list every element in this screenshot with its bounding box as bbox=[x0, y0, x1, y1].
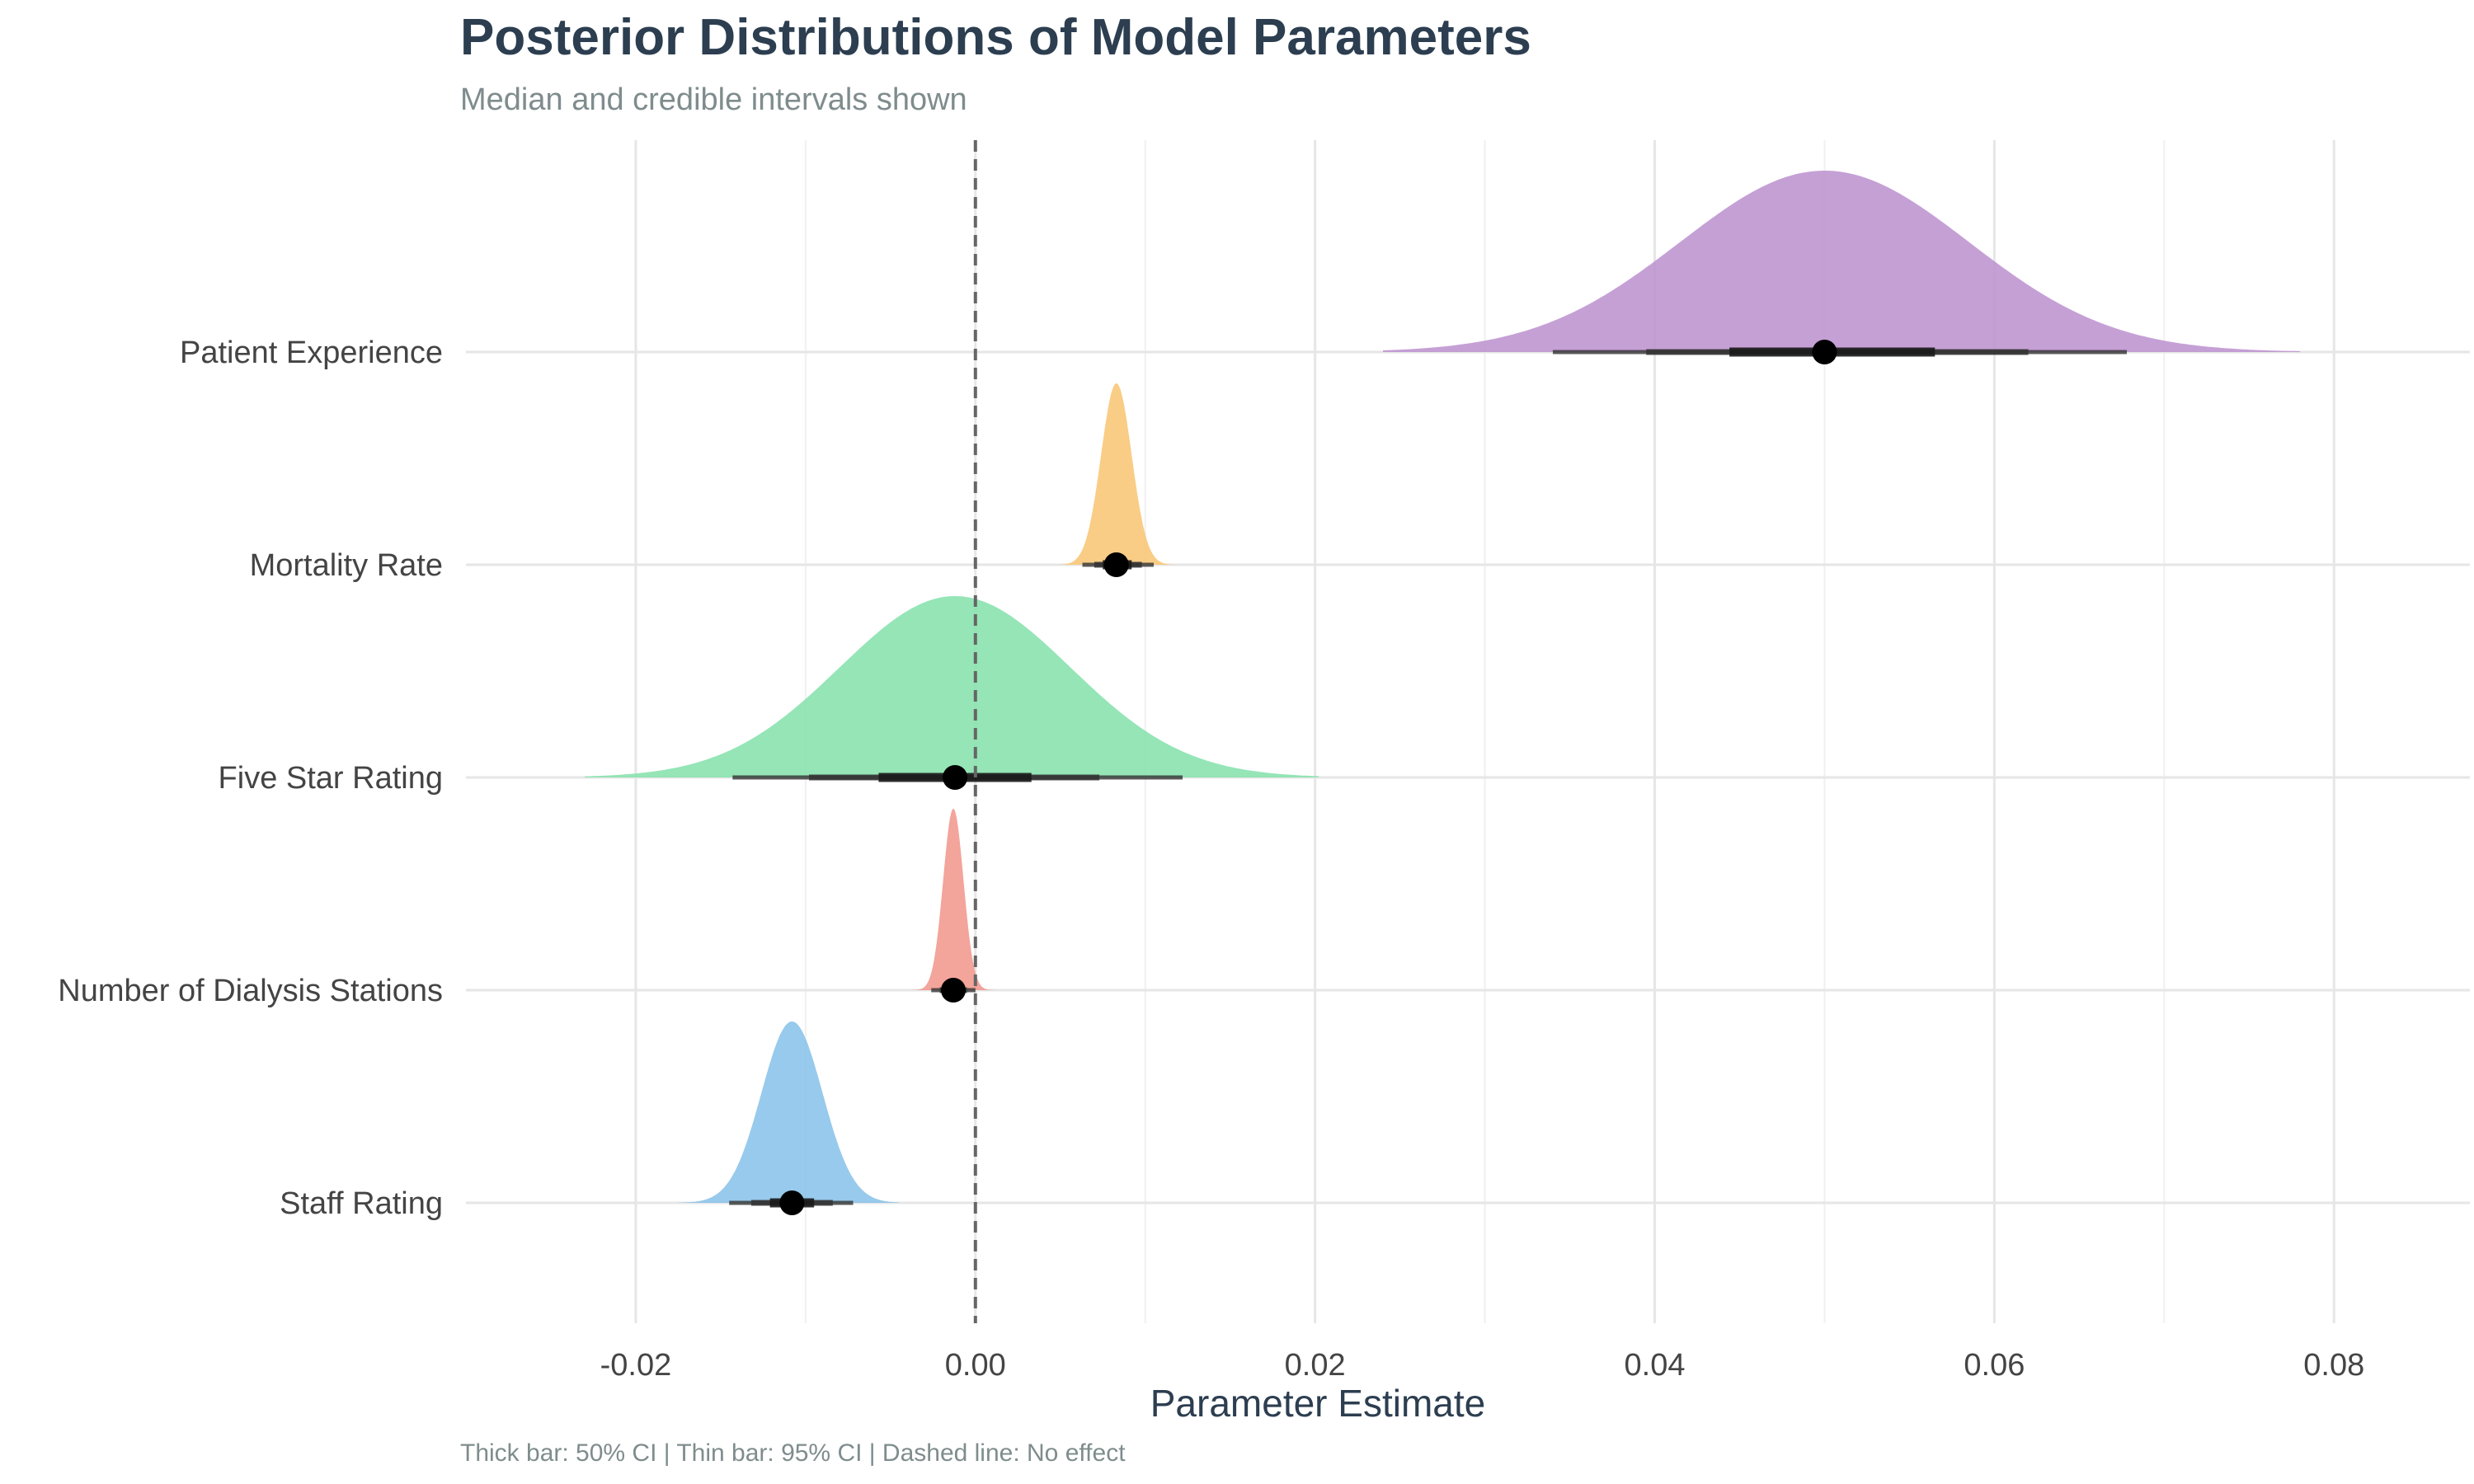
median-point bbox=[779, 1190, 805, 1215]
x-tick-label: 0.02 bbox=[1285, 1348, 1346, 1383]
x-tick-label: 0.00 bbox=[945, 1348, 1006, 1383]
density-staff-rating bbox=[678, 1021, 900, 1203]
density-mortality-rate bbox=[1060, 383, 1176, 565]
density-patient-experience bbox=[1383, 171, 2301, 352]
distribution-layer bbox=[585, 140, 2301, 1323]
x-tick-label: 0.06 bbox=[1964, 1348, 2025, 1383]
axis-layer: -0.02 0.00 0.02 0.04 0.06 0.08 Patient Experie… bbox=[58, 336, 2364, 1383]
x-tick-label: 0.04 bbox=[1625, 1348, 1686, 1383]
chart-subtitle: Median and credible intervals shown bbox=[460, 82, 967, 117]
density-five-star-rating bbox=[585, 596, 1319, 777]
y-tick-label: Five Star Rating bbox=[219, 761, 443, 796]
chart-caption: Thick bar: 50% CI | Thin bar: 95% CI | D… bbox=[460, 1439, 1126, 1467]
x-tick-label: 0.08 bbox=[2303, 1348, 2364, 1383]
y-tick-label: Patient Experience bbox=[180, 336, 443, 370]
y-tick-label: Number of Dialysis Stations bbox=[58, 974, 443, 1008]
median-point bbox=[1812, 340, 1837, 364]
median-point bbox=[1103, 552, 1129, 577]
density-number-of-dialysis-stations bbox=[910, 809, 999, 990]
median-point bbox=[943, 765, 968, 790]
y-tick-label: Staff Rating bbox=[280, 1186, 443, 1221]
x-tick-label: -0.02 bbox=[600, 1348, 672, 1383]
median-point bbox=[941, 978, 967, 1003]
x-axis-title: Parameter Estimate bbox=[1150, 1382, 1485, 1425]
y-tick-label: Mortality Rate bbox=[250, 548, 443, 583]
chart-title: Posterior Distributions of Model Paramet… bbox=[460, 9, 1531, 66]
